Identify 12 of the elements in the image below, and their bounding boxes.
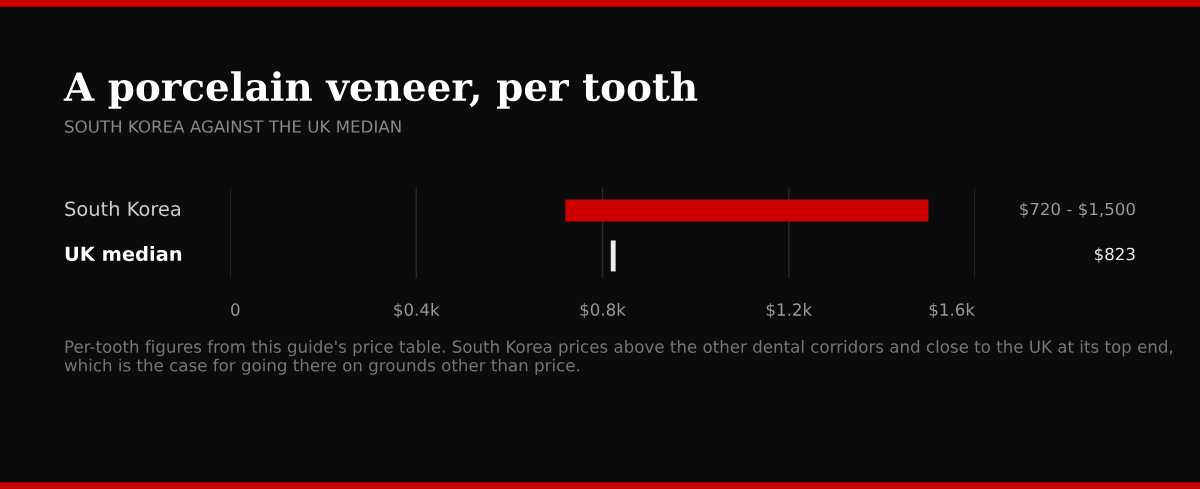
x-tick-label: $0.8k	[580, 303, 626, 319]
x-tick-label: $1.6k	[929, 303, 975, 319]
chart-subtitle: SOUTH KOREA AGAINST THE UK MEDIAN	[65, 120, 401, 133]
text: $720 - $1,500	[1020, 202, 1135, 218]
x-tick-label: 0	[231, 303, 240, 316]
text: $823	[1094, 247, 1135, 263]
y-tick-label: South Korea	[65, 201, 181, 217]
chart-title: A porcelain veneer, per tooth	[63, 71, 698, 109]
y-tick-label: UK median	[65, 246, 182, 262]
x-tick-label: $0.4k	[394, 303, 440, 319]
text: Per-tooth figures from this guide's price table. South Korea prices above the other dental corridors and close to the UK at its top end, which is the case for going there on grounds other than price.	[64, 340, 1173, 375]
x-tick-label: $1.2k	[766, 303, 813, 319]
